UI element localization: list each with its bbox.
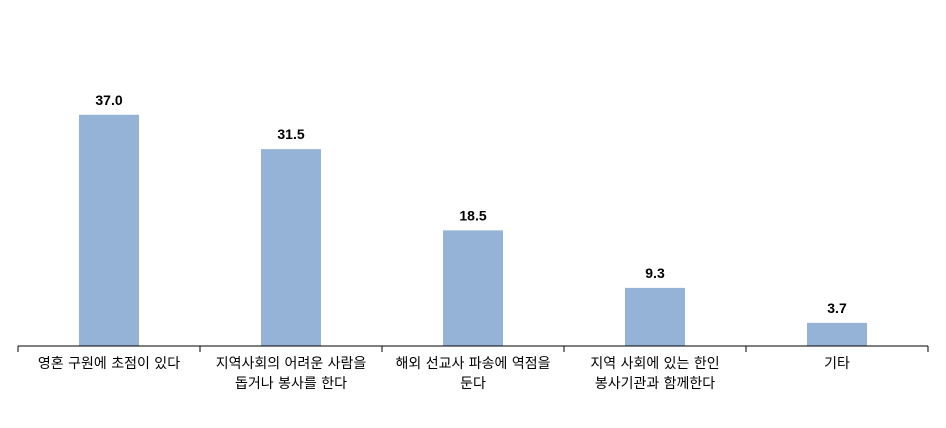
value-label: 37.0 [95,92,122,108]
x-tick-label: 지역 사회에 있는 한인 봉사기관과 함께한다 [590,356,720,392]
value-label: 9.3 [645,265,665,281]
x-tick-label: 해외 선교사 파송에 역점을 둔다 [395,356,551,392]
bar [807,322,867,346]
x-tick-label: 지역사회의 어려운 사람을 돕거나 봉사를 한다 [215,356,367,392]
bar [79,114,139,346]
value-label: 31.5 [277,126,304,142]
value-label: 18.5 [459,207,486,223]
bar [625,287,685,346]
x-tick-label: 기타 [824,356,850,372]
bar [261,149,321,346]
bar [443,230,503,346]
x-tick-label: 영혼 구원에 초점이 있다 [37,356,181,372]
value-label: 3.7 [827,300,847,316]
